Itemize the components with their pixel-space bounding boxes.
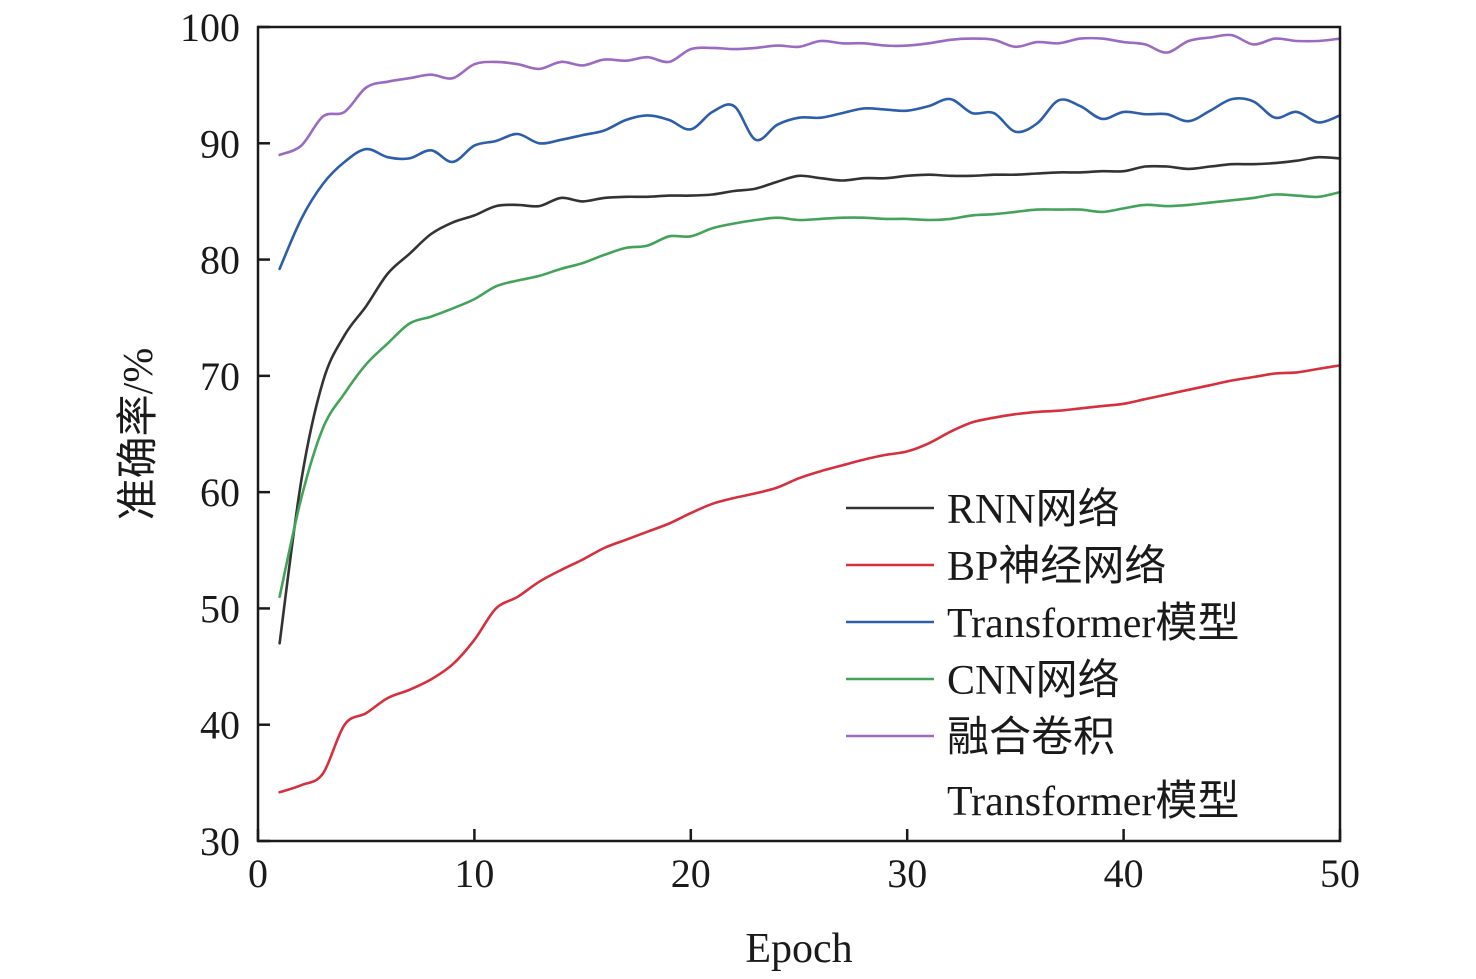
series-line-1 bbox=[278, 155, 1342, 645]
series-line-3 bbox=[278, 97, 1342, 271]
plot-frame bbox=[256, 25, 1342, 843]
legend-label-5: 融合卷积 bbox=[947, 715, 1115, 761]
y-tick-label: 90 bbox=[200, 121, 240, 166]
legend-label-3: Transformer模型 bbox=[947, 601, 1239, 647]
x-tick-label: 40 bbox=[1104, 851, 1144, 896]
series-line-4 bbox=[278, 190, 1342, 599]
series-line-2 bbox=[278, 364, 1342, 794]
y-tick-label: 70 bbox=[200, 354, 240, 399]
x-tick-label: 20 bbox=[671, 851, 711, 896]
legend-label-1: RNN网络 bbox=[947, 486, 1120, 533]
y-tick-label: 100 bbox=[180, 5, 240, 50]
y-tick-label: 60 bbox=[200, 470, 240, 515]
legend-label-4: CNN网络 bbox=[947, 657, 1120, 704]
y-tick-label: 80 bbox=[200, 238, 240, 283]
y-tick-label: 30 bbox=[200, 819, 240, 864]
y-tick-label: 50 bbox=[200, 586, 240, 631]
series-layer bbox=[278, 33, 1342, 794]
x-tick-label: 30 bbox=[887, 851, 927, 896]
y-tick-label: 40 bbox=[200, 703, 240, 748]
legend-label-5: Transformer模型 bbox=[947, 779, 1239, 825]
x-axis-title: Epoch bbox=[745, 926, 852, 972]
x-tick-label: 50 bbox=[1320, 851, 1360, 896]
tick-layer: 0 10 20 30 40 50 30 40 50 60 70 80 90 100 bbox=[180, 5, 1360, 896]
x-tick-label: 0 bbox=[248, 851, 268, 896]
series-line-5 bbox=[278, 33, 1342, 157]
legend-label-2: BP神经网络 bbox=[947, 543, 1166, 590]
x-tick-label: 10 bbox=[454, 851, 494, 896]
y-axis-title: 准确率/% bbox=[115, 348, 162, 521]
